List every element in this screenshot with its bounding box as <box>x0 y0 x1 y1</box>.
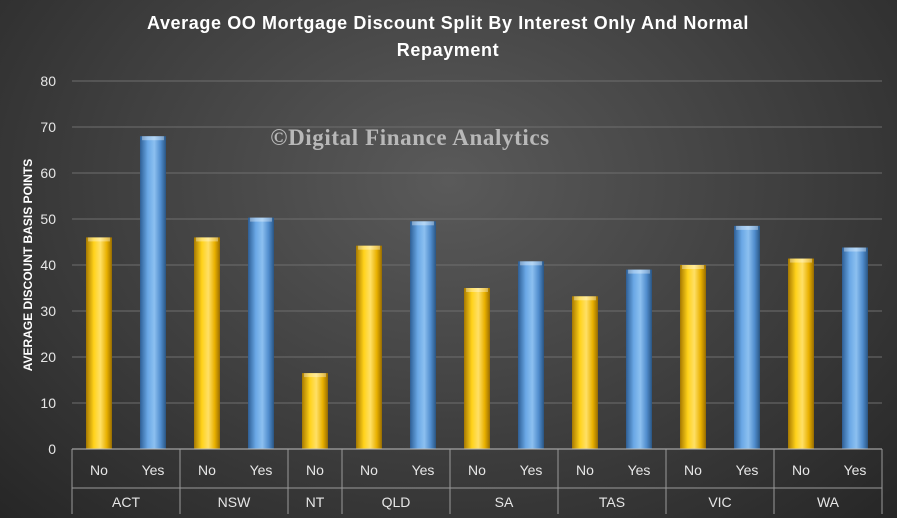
bar-bevel <box>574 296 596 301</box>
bar-tas-no <box>572 296 598 449</box>
bar-wa-no <box>788 258 814 449</box>
x-group-label-vic: VIC <box>708 494 731 510</box>
y-tick-label: 20 <box>40 349 56 365</box>
chart-title-line: Repayment <box>397 40 499 60</box>
bar-bevel <box>358 245 380 250</box>
x-sub-label: Yes <box>628 462 651 478</box>
y-axis-label: AVERAGE DISCOUNT BASIS POINTS <box>21 159 35 371</box>
bar-nsw-no <box>194 237 220 449</box>
y-tick-label: 50 <box>40 211 56 227</box>
y-tick-label: 70 <box>40 119 56 135</box>
bar-act-yes <box>140 136 166 449</box>
x-sub-label: No <box>306 462 324 478</box>
bar-bevel <box>466 288 488 292</box>
bar-body <box>86 237 112 449</box>
y-tick-label: 10 <box>40 395 56 411</box>
bar-bevel <box>412 221 434 226</box>
bar-qld-yes <box>410 221 436 449</box>
bar-body <box>410 221 436 449</box>
bar-bevel <box>628 269 650 274</box>
bar-body <box>194 237 220 449</box>
x-group-label-act: ACT <box>112 494 140 510</box>
bar-body <box>842 247 868 449</box>
bar-vic-yes <box>734 225 760 449</box>
x-sub-label: No <box>576 462 594 478</box>
bar-body <box>572 296 598 449</box>
bar-act-no <box>86 237 112 449</box>
bar-body <box>356 245 382 449</box>
bar-sa-yes <box>518 261 544 449</box>
x-sub-label: No <box>198 462 216 478</box>
x-sub-label: No <box>90 462 108 478</box>
bar-sa-no <box>464 288 490 449</box>
bar-body <box>626 269 652 449</box>
bar-vic-no <box>680 265 706 449</box>
bar-bevel <box>790 258 812 263</box>
x-sub-label: Yes <box>250 462 273 478</box>
bar-nsw-yes <box>248 217 274 449</box>
bar-body <box>788 258 814 449</box>
x-group-label-nsw: NSW <box>218 494 251 510</box>
bar-body <box>680 265 706 449</box>
x-sub-label: Yes <box>520 462 543 478</box>
y-tick-label: 30 <box>40 303 56 319</box>
x-group-label-nt: NT <box>306 494 325 510</box>
x-sub-label: Yes <box>412 462 435 478</box>
x-sub-label: Yes <box>736 462 759 478</box>
bar-qld-no <box>356 245 382 449</box>
bar-body <box>302 373 328 449</box>
bar-bevel <box>142 136 164 141</box>
watermark: ©Digital Finance Analytics <box>270 125 549 150</box>
y-tick-label: 0 <box>48 441 56 457</box>
bar-body <box>464 288 490 449</box>
bar-bevel <box>682 265 704 269</box>
x-group-label-qld: QLD <box>382 494 411 510</box>
y-tick-label: 80 <box>40 73 56 89</box>
chart-title-line: Average OO Mortgage Discount Split By In… <box>147 13 749 33</box>
x-group-label-tas: TAS <box>599 494 625 510</box>
bar-bevel <box>250 217 272 222</box>
bar-body <box>734 225 760 449</box>
bar-wa-yes <box>842 247 868 449</box>
bar-bevel <box>520 261 542 266</box>
x-group-label-wa: WA <box>817 494 840 510</box>
x-sub-label: Yes <box>142 462 165 478</box>
bar-body <box>248 217 274 449</box>
bar-bevel <box>196 237 218 242</box>
bar-bevel <box>304 373 326 378</box>
x-sub-label: No <box>792 462 810 478</box>
bar-nt-no <box>302 373 328 449</box>
bar-bevel <box>736 225 758 230</box>
bar-tas-yes <box>626 269 652 449</box>
y-tick-label: 60 <box>40 165 56 181</box>
x-group-label-sa: SA <box>495 494 514 510</box>
bar-body <box>518 261 544 449</box>
x-sub-label: No <box>360 462 378 478</box>
x-sub-label: No <box>468 462 486 478</box>
x-sub-label: Yes <box>844 462 867 478</box>
bar-bevel <box>844 247 866 252</box>
bar-bevel <box>88 237 110 242</box>
y-tick-label: 40 <box>40 257 56 273</box>
bar-body <box>140 136 166 449</box>
x-sub-label: No <box>684 462 702 478</box>
